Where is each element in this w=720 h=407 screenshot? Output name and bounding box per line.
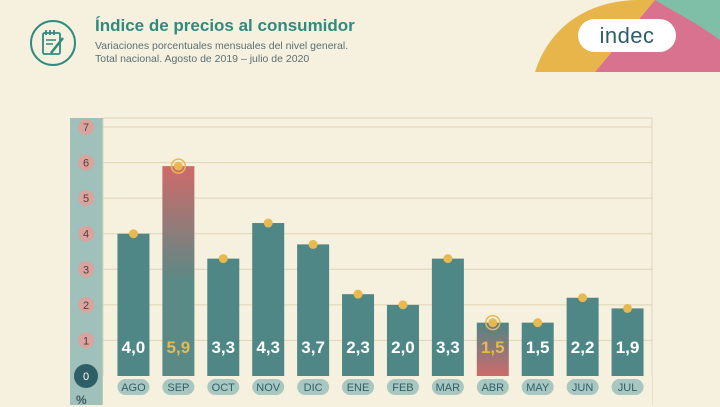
value-label: 4,3 — [256, 338, 280, 357]
value-label: 1,5 — [481, 338, 505, 357]
y-tick-bubble — [78, 154, 94, 171]
value-dot — [263, 218, 273, 228]
bar-feb — [386, 304, 419, 376]
value-dot — [308, 239, 318, 249]
x-tick-pill — [431, 379, 464, 395]
y-tick-label: 6 — [83, 158, 89, 170]
bar-oct — [207, 258, 240, 376]
y-tick-label: 1 — [83, 335, 89, 347]
value-label: 2,2 — [571, 338, 595, 357]
y-tick-bubble — [78, 119, 94, 135]
bar-ene — [342, 294, 375, 376]
value-dot — [173, 161, 183, 171]
x-tick-pill — [207, 379, 240, 395]
x-tick-pill — [386, 379, 419, 395]
x-tick-pill — [252, 379, 285, 395]
bar-dic — [297, 244, 330, 376]
y-tick-label: 3 — [83, 264, 89, 276]
notepad-pencil-icon — [30, 20, 76, 66]
bar-ago — [117, 233, 150, 376]
y-tick-bubble — [78, 225, 94, 242]
x-tick-label: MAY — [526, 382, 550, 394]
value-label: 3,7 — [301, 338, 325, 357]
x-tick-label: SEP — [167, 382, 189, 394]
value-label: 4,0 — [122, 338, 146, 357]
value-dot — [533, 318, 543, 328]
value-label: 2,3 — [346, 338, 370, 357]
value-dot — [488, 318, 498, 328]
value-label: 1,5 — [526, 338, 550, 357]
value-dot — [353, 289, 363, 299]
value-label: 2,0 — [391, 338, 415, 357]
x-tick-label: NOV — [256, 382, 281, 394]
bar-abr — [476, 322, 509, 376]
value-label: 5,9 — [167, 338, 191, 357]
x-tick-pill — [162, 379, 195, 395]
highlight-ring — [170, 158, 187, 174]
value-label: 3,3 — [211, 338, 235, 357]
highlight-ring — [485, 314, 501, 331]
y-tick-bubble — [78, 261, 94, 278]
x-tick-label: JUN — [572, 382, 593, 394]
subtitle-line-2: Total nacional. Agosto de 2019 – julio d… — [95, 53, 310, 65]
value-label: 3,3 — [436, 338, 460, 357]
y-tick-label: 2 — [83, 300, 89, 312]
bar-sep — [162, 166, 195, 376]
indec-logo-text: indec — [578, 19, 676, 52]
value-dot — [218, 254, 228, 264]
value-dot — [128, 229, 138, 239]
bar-nov — [252, 223, 285, 376]
value-dot — [398, 300, 408, 310]
bar-mar — [431, 258, 464, 376]
y-tick-label: 7 — [83, 122, 89, 134]
x-tick-pill — [521, 379, 554, 395]
x-tick-pill — [117, 379, 150, 395]
x-tick-label: DIC — [304, 382, 323, 394]
subtitle-line-1: Variaciones porcentuales mensuales del n… — [95, 40, 349, 52]
page-subtitle: Variaciones porcentuales mensuales del n… — [95, 40, 515, 66]
x-tick-pill — [566, 379, 599, 395]
y-tick-bubble — [78, 296, 94, 313]
y-tick-bubble — [78, 190, 94, 207]
x-tick-label: MAR — [436, 382, 461, 394]
x-tick-label: AGO — [121, 382, 146, 394]
y-axis-unit: % — [76, 393, 87, 407]
x-tick-pill — [611, 379, 644, 395]
y-tick-bubble — [74, 364, 98, 388]
x-tick-pill — [476, 379, 509, 395]
value-dot — [623, 303, 633, 313]
x-tick-label: ABR — [481, 382, 504, 394]
bar-may — [521, 322, 554, 376]
plot-area — [102, 117, 653, 405]
x-axis-strip — [103, 376, 652, 405]
bar-jul — [611, 308, 644, 376]
value-dot — [578, 293, 588, 303]
x-tick-label: FEB — [392, 382, 413, 394]
x-tick-label: JUL — [618, 382, 638, 394]
y-tick-label: 5 — [83, 193, 89, 205]
x-tick-pill — [297, 379, 330, 395]
bar-jun — [566, 297, 599, 376]
x-tick-pill — [342, 379, 375, 395]
x-tick-label: OCT — [212, 382, 236, 394]
y-tick-label: 0 — [83, 371, 89, 383]
y-tick-bubble — [78, 332, 94, 349]
page-title: Índice de precios al consumidor — [95, 16, 355, 35]
x-tick-label: ENE — [347, 382, 370, 394]
y-tick-label: 4 — [83, 229, 89, 241]
value-dot — [443, 254, 453, 264]
indec-logo: indec — [535, 0, 720, 72]
value-label: 1,9 — [616, 338, 640, 357]
